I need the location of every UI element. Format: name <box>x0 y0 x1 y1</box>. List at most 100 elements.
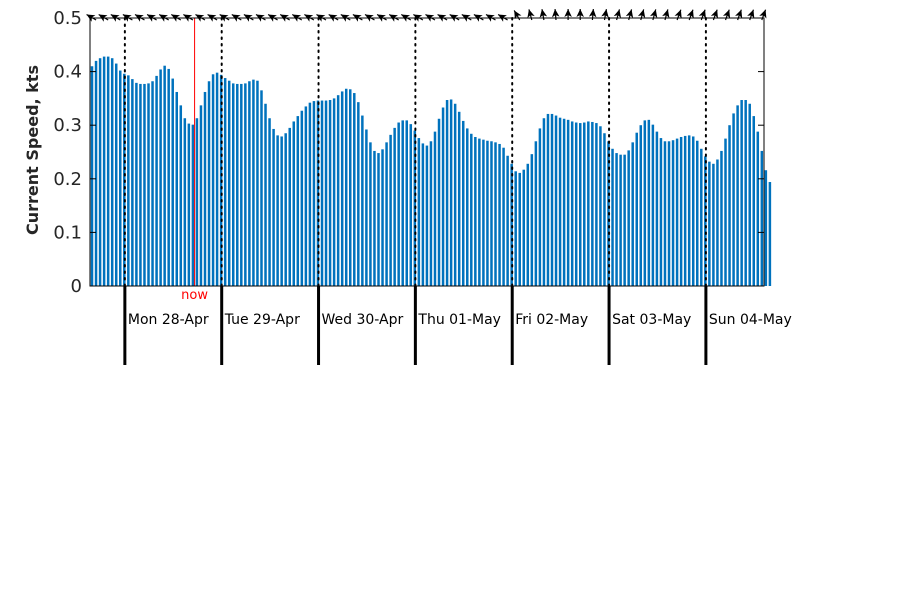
speed-bar <box>740 100 743 286</box>
speed-bar <box>324 100 328 286</box>
speed-bar <box>248 81 251 286</box>
speed-bar <box>147 83 150 286</box>
speed-bar <box>175 91 178 286</box>
direction-arrow <box>352 13 363 22</box>
direction-arrow-head <box>674 9 682 19</box>
day-label: Tue 29-Apr <box>224 312 300 328</box>
speed-bar <box>223 78 227 286</box>
direction-arrow-head <box>473 14 483 22</box>
direction-arrow-head <box>735 9 743 19</box>
speed-bar <box>514 171 517 286</box>
speed-bar <box>167 68 170 286</box>
direction-arrow-head <box>134 14 144 22</box>
direction-arrow-head <box>340 14 350 22</box>
speed-bar <box>546 113 550 286</box>
day-label: Mon 28-Apr <box>128 312 209 328</box>
direction-arrow <box>98 13 109 22</box>
speed-bar <box>425 145 429 286</box>
direction-arrow <box>219 13 230 22</box>
direction-arrow <box>747 9 755 21</box>
direction-arrow <box>588 8 597 21</box>
direction-arrow-head <box>219 14 229 22</box>
speed-bar <box>748 103 751 286</box>
direction-arrow-head <box>268 14 277 22</box>
speed-bar <box>244 83 247 286</box>
direction-arrow <box>376 13 387 22</box>
speed-bar <box>683 135 687 286</box>
speed-bar <box>562 118 566 287</box>
direction-arrow-head <box>231 14 241 22</box>
direction-arrow-head <box>207 14 217 22</box>
direction-arrow <box>710 9 718 21</box>
speed-bar <box>106 56 110 287</box>
direction-arrow <box>400 13 412 22</box>
speed-bar <box>611 148 614 286</box>
speed-bar <box>187 123 191 286</box>
direction-arrow <box>425 13 436 22</box>
speed-bar <box>102 56 106 287</box>
speed-bar <box>171 78 174 286</box>
direction-arrow <box>279 13 291 22</box>
speed-bar <box>728 125 731 286</box>
direction-arrow-head <box>401 14 411 22</box>
direction-arrow <box>170 13 182 22</box>
direction-arrow <box>449 13 460 22</box>
speed-bar <box>389 134 392 286</box>
speed-bar <box>502 147 505 286</box>
speed-bar <box>139 83 142 287</box>
y-axis-label: Current Speed, kts <box>23 65 42 235</box>
speed-bar <box>308 102 312 286</box>
speed-bar <box>486 140 489 286</box>
direction-arrows <box>86 8 767 22</box>
speed-bar <box>437 118 441 287</box>
direction-arrow-head <box>747 9 755 19</box>
speed-bar <box>579 123 582 286</box>
speed-bar <box>595 123 598 286</box>
direction-arrow-head <box>147 14 156 22</box>
direction-arrow-head <box>413 14 423 22</box>
speed-bar <box>720 150 723 286</box>
speed-bar <box>256 80 259 287</box>
now-label: now <box>181 288 208 303</box>
speed-bar <box>340 91 344 287</box>
speed-bar <box>663 141 667 286</box>
speed-bar <box>696 140 699 286</box>
speed-bar <box>296 116 300 286</box>
direction-arrow <box>364 13 375 22</box>
speed-bar <box>151 81 154 286</box>
speed-bar <box>768 182 772 286</box>
day-separator-ticks <box>123 286 708 365</box>
speed-bar <box>570 121 574 286</box>
speed-bar <box>691 136 695 286</box>
speed-bar <box>760 150 764 286</box>
y-tick-label: 0.3 <box>53 115 82 136</box>
direction-arrow <box>183 13 194 22</box>
speed-bar <box>558 117 562 286</box>
speed-bar <box>538 128 542 286</box>
speed-bar <box>207 81 211 286</box>
direction-arrow <box>243 13 254 22</box>
direction-arrow-head <box>514 10 522 20</box>
speed-bar <box>292 121 296 286</box>
speed-bar <box>498 143 501 286</box>
direction-arrow-head <box>613 9 622 19</box>
day-label: Fri 02-May <box>515 312 588 328</box>
speed-bar <box>361 115 364 286</box>
direction-arrow-head <box>686 9 694 19</box>
direction-arrow-head <box>576 9 584 17</box>
speed-bar <box>211 74 215 286</box>
speed-bar <box>506 155 509 286</box>
speed-bar <box>369 142 372 286</box>
speed-bar <box>135 82 138 286</box>
speed-bar <box>288 127 291 286</box>
speed-bar <box>542 118 546 286</box>
speed-bar <box>280 136 283 286</box>
day-labels: Mon 28-Apr Tue 29-Apr Wed 30-Apr Thu 01-May… <box>128 312 792 328</box>
speed-bar <box>94 60 98 286</box>
direction-arrow-head <box>588 9 597 18</box>
y-axis: 0 0.1 0.2 0.3 0.4 0.5 <box>53 8 764 297</box>
speed-bar <box>518 172 521 286</box>
speed-bar <box>615 153 618 286</box>
direction-arrow-head <box>243 14 253 22</box>
